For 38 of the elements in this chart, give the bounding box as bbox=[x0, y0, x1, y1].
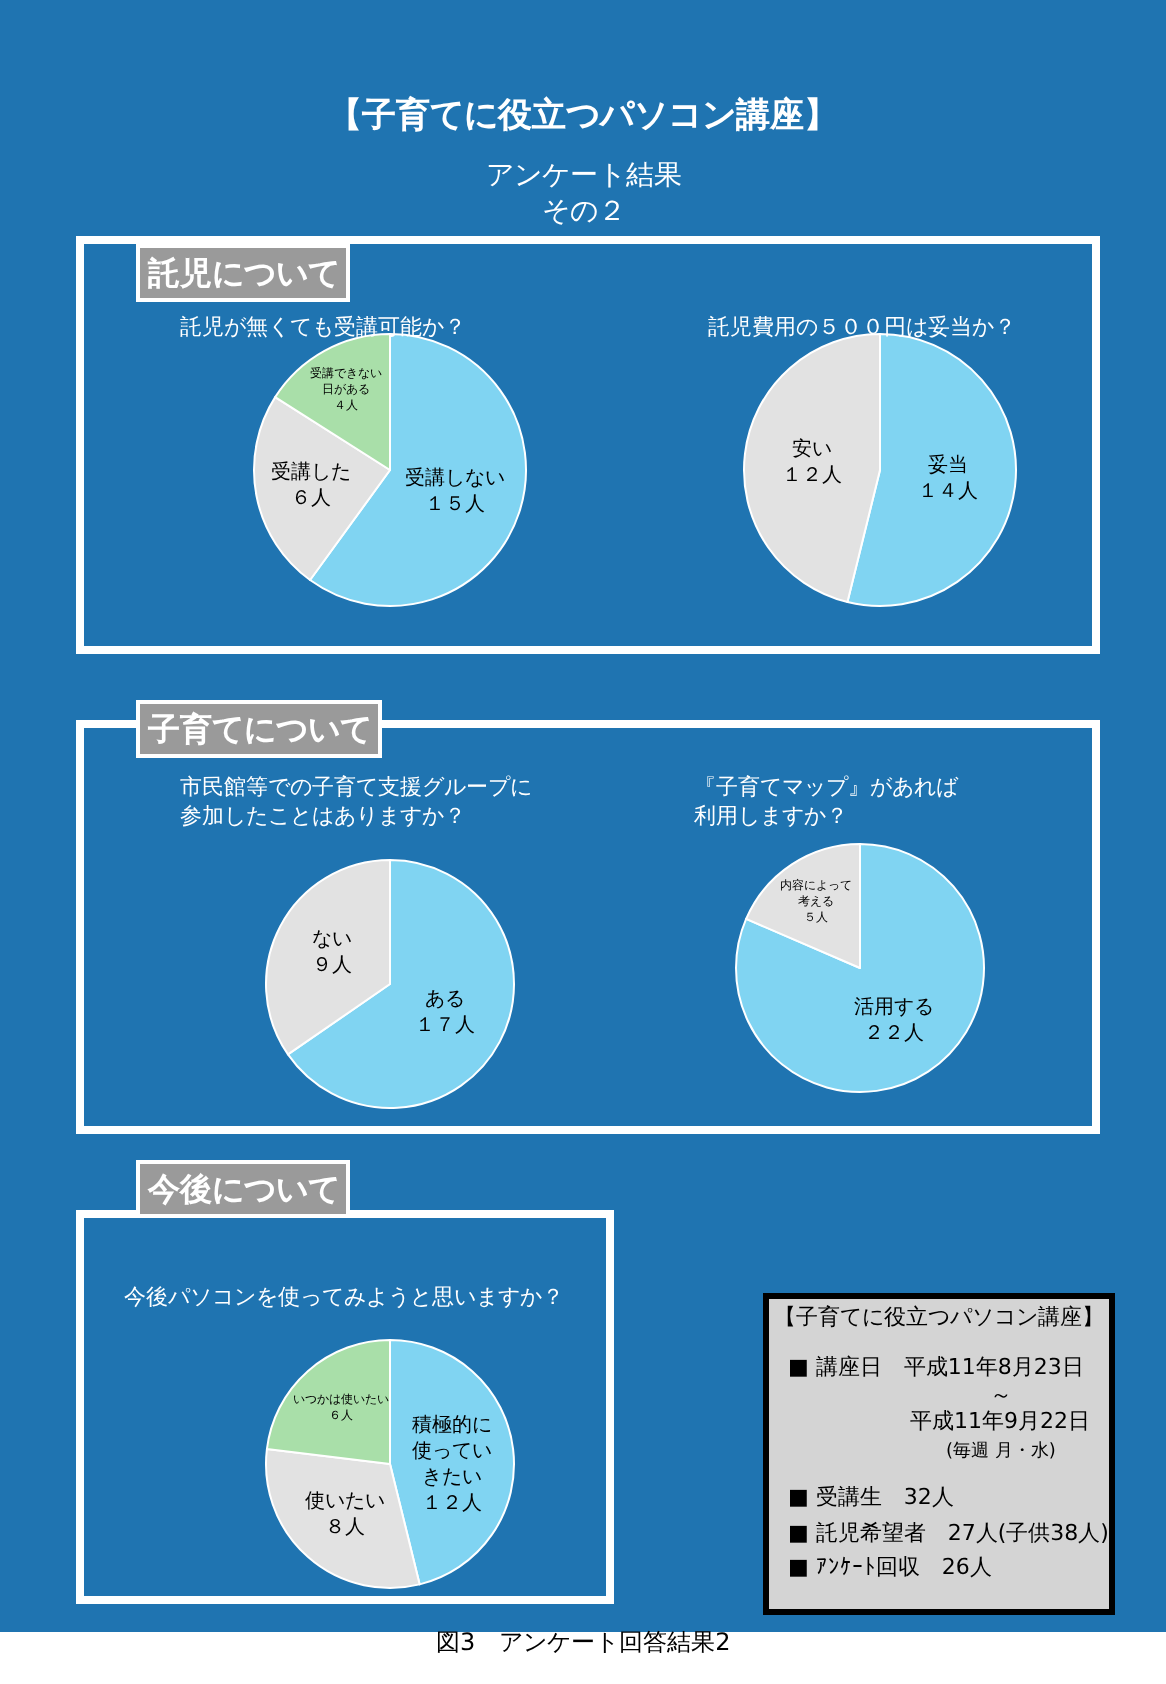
slice-label: ない bbox=[311, 929, 352, 952]
text: ～ bbox=[990, 1382, 1012, 1408]
data-label: １４人 bbox=[917, 481, 978, 504]
slice-label: 受講しない bbox=[404, 466, 505, 491]
data-label: ８人 bbox=[324, 1516, 365, 1539]
chart-title: 市民館等での子育て支援グループに参加したことはありますか？ bbox=[180, 774, 532, 829]
text: 子育てについて bbox=[146, 710, 372, 748]
slice-label: 安い bbox=[792, 436, 833, 461]
slice-label: 積極的に使っていきたい bbox=[412, 1413, 493, 1489]
slice-label: ある bbox=[424, 988, 465, 1011]
text: ■ ｱﾝｹｰﾄ回収 26人 bbox=[788, 1554, 992, 1580]
data-label: １７人 bbox=[414, 1014, 475, 1037]
data-label: １２人 bbox=[782, 464, 843, 487]
data-label: １２人 bbox=[422, 1493, 483, 1515]
chart-title: 託児費用の５００円は妥当か？ bbox=[708, 314, 1016, 340]
text: ■ 講座日 平成11年8月23日 bbox=[788, 1354, 1084, 1380]
text: ■ 託児希望者 27人(子供38人) bbox=[788, 1520, 1109, 1546]
text: アンケート結果その２ bbox=[486, 160, 682, 229]
data-label: ９人 bbox=[311, 955, 352, 978]
slice-label: 妥当 bbox=[927, 453, 968, 478]
pie-slice bbox=[735, 843, 985, 1093]
text: 今後について bbox=[146, 1170, 340, 1208]
text: 【子育てに役立つパソコン講座】 bbox=[328, 94, 838, 136]
text: 託児について bbox=[146, 254, 340, 292]
text: (毎週 月・水) bbox=[946, 1440, 1056, 1462]
slice-label: 活用する bbox=[854, 994, 935, 1019]
data-label: １５人 bbox=[424, 494, 485, 517]
data-label: ２２人 bbox=[864, 1022, 925, 1045]
text: 【子育てに役立つパソコン講座】 bbox=[774, 1304, 1104, 1330]
caption: 図3 アンケート回答結果2 bbox=[436, 1628, 731, 1656]
slice-label: 受講した bbox=[270, 460, 351, 485]
data-label: ６人 bbox=[290, 488, 331, 511]
slice-label: 使いたい bbox=[304, 1490, 385, 1513]
chart-title: 今後パソコンを使ってみようと思いますか？ bbox=[124, 1284, 564, 1310]
chart-title: 『子育てマップ』があれば利用しますか？ bbox=[694, 774, 960, 829]
chart-title: 託児が無くても受講可能か？ bbox=[180, 314, 466, 340]
text: ■ 受講生 32人 bbox=[788, 1484, 954, 1510]
text: 平成11年9月22日 bbox=[910, 1408, 1090, 1434]
